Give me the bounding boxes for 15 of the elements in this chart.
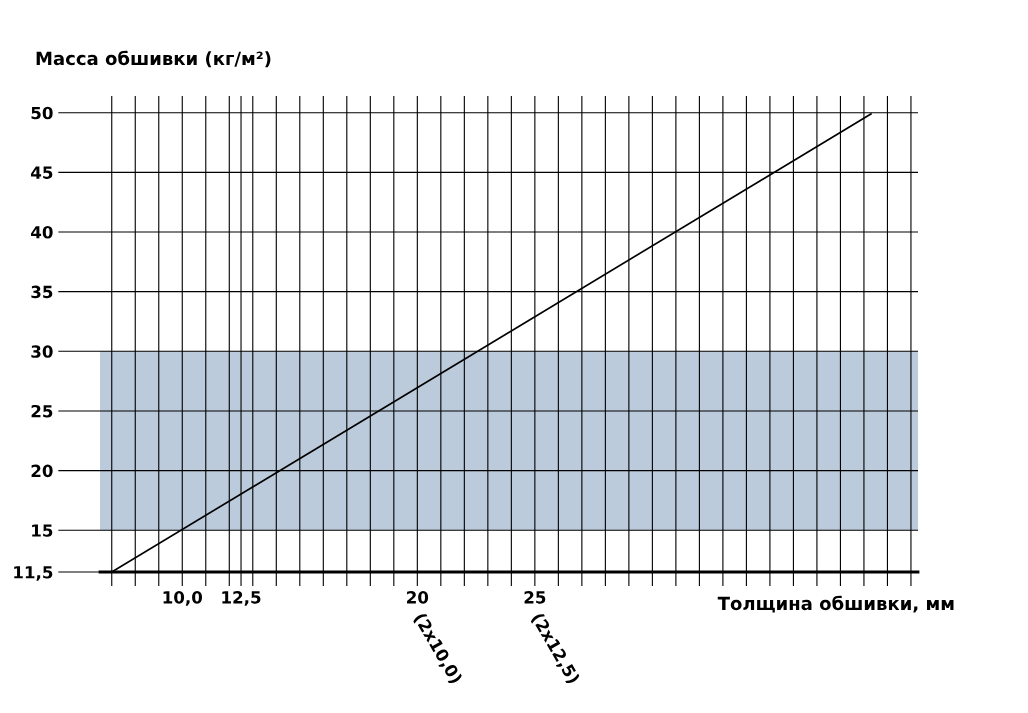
x-tick-label: 12,5 [222,591,261,606]
x-tick-label: 25 [524,591,546,604]
y-tick-label: 15 [32,524,53,537]
y-tick-label: 40 [31,225,53,239]
x-tick-label: 20 [407,591,429,604]
x-tick-label: 10,0 [163,591,203,606]
y-axis-title: Масса обшивки (кг/м²) [36,50,271,68]
y-tick-label: 50 [31,106,53,120]
y-tick-label: 11,5 [14,566,53,581]
y-tick-label: 25 [31,404,53,418]
y-tick-label: 20 [31,464,53,478]
x-axis-title: Толщина обшивки, мм [717,595,954,613]
y-tick-label: 35 [31,285,53,299]
y-tick-label: 30 [31,345,53,358]
y-tick-label: 45 [31,166,53,179]
